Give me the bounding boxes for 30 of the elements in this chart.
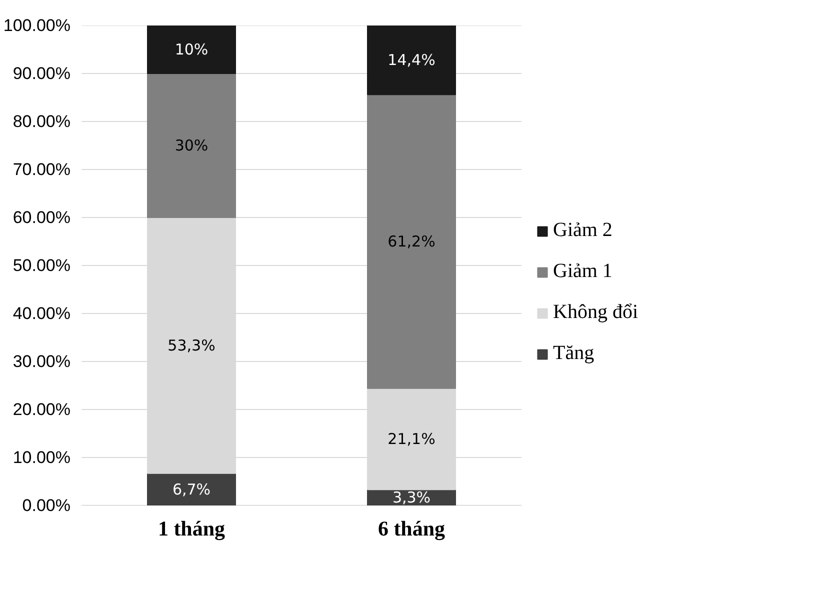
data-label: 21,1% — [388, 430, 436, 448]
y-tick-label: 70.00% — [12, 160, 71, 179]
y-tick-label: 60.00% — [12, 208, 71, 227]
x-tick-label: 1 tháng — [158, 516, 226, 540]
bar — [367, 94, 456, 389]
data-label: 3,3% — [392, 488, 431, 507]
legend-label: Không đổi — [553, 301, 638, 324]
bar — [367, 26, 456, 96]
y-tick-label: 80.00% — [12, 112, 71, 131]
bar — [147, 26, 236, 74]
y-tick-label: 90.00% — [12, 64, 71, 83]
data-label: 14,4% — [388, 51, 436, 70]
legend-label: Giảm 2 — [553, 219, 612, 242]
data-label: 53,3% — [168, 336, 216, 354]
x-tick-label: 6 tháng — [378, 516, 446, 540]
y-tick-label: 100.00% — [3, 16, 71, 35]
data-label: 61,2% — [388, 232, 436, 250]
y-tick-label: 10.00% — [12, 448, 71, 467]
data-label: 6,7% — [172, 480, 211, 498]
y-tick-label: 50.00% — [12, 256, 71, 275]
data-label: 10% — [174, 40, 208, 58]
data-label: 30% — [174, 136, 208, 154]
y-tick-label: 30.00% — [12, 352, 71, 371]
bar — [147, 472, 236, 506]
bar — [147, 73, 236, 218]
legend-label: Tăng — [553, 342, 594, 365]
y-tick-label: 0.00% — [22, 496, 70, 515]
legend-label: Giảm 1 — [553, 260, 612, 283]
y-tick-label: 40.00% — [12, 304, 71, 323]
y-tick-label: 20.00% — [12, 400, 71, 419]
